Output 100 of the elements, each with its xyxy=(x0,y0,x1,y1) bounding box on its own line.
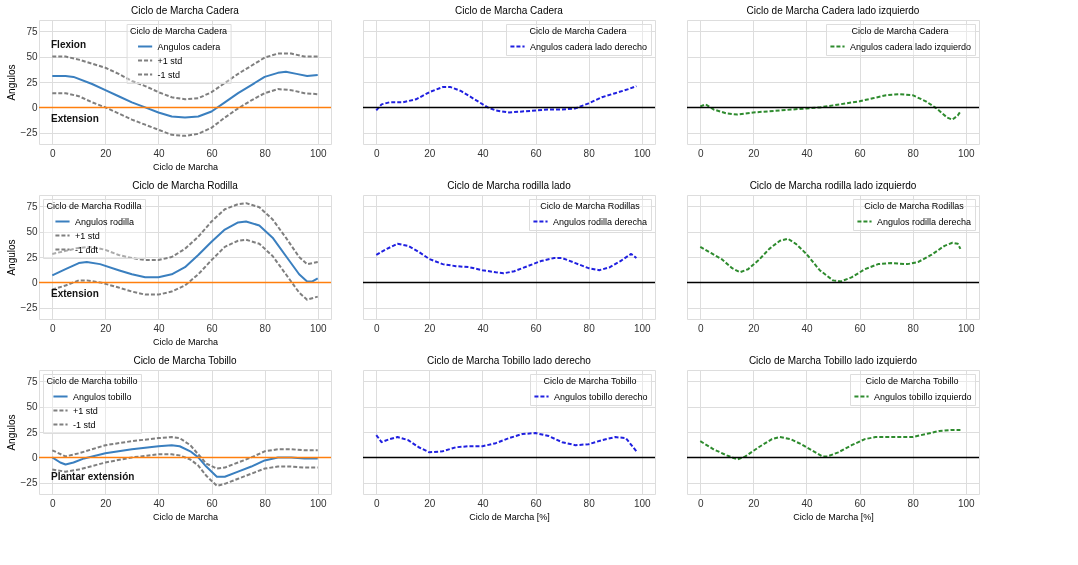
x-tick-label: 80 xyxy=(907,497,920,509)
chart-title: Ciclo de Marcha Tobillo xyxy=(133,355,238,366)
x-tick-label: 80 xyxy=(907,147,920,159)
x-tick-label: 0 xyxy=(697,322,704,334)
x-tick-label: 80 xyxy=(259,322,272,334)
x-tick-label: 20 xyxy=(424,322,436,334)
chart-title: Ciclo de Marcha Tobillo lado derecho xyxy=(427,355,592,366)
x-tick-label: 40 xyxy=(153,497,165,509)
x-tick-label: 20 xyxy=(748,497,760,509)
legend-title: Ciclo de Marcha Rodilla xyxy=(46,201,142,211)
x-tick-label: 60 xyxy=(206,497,219,509)
x-tick-label: 60 xyxy=(854,147,867,159)
y-tick-label: 75 xyxy=(26,375,38,387)
x-tick-label: 80 xyxy=(907,322,920,334)
x-tick-label: 0 xyxy=(373,497,380,509)
x-tick-label: 20 xyxy=(424,497,436,509)
y-tick-label: 25 xyxy=(26,76,38,88)
legend-label: Angulos tobillo xyxy=(73,391,132,402)
legend-title: Ciclo de Marcha Rodillas xyxy=(540,201,641,211)
legend-label: Angulos tobillo derecho xyxy=(554,391,648,402)
annotation: Flexion xyxy=(51,38,87,50)
x-tick-label: 100 xyxy=(633,147,652,159)
x-tick-label: 100 xyxy=(633,497,652,509)
chart-title: Ciclo de Marcha rodilla lado xyxy=(447,180,572,191)
x-tick-label: 80 xyxy=(259,147,272,159)
x-tick-label: 40 xyxy=(153,322,165,334)
x-tick-label: 0 xyxy=(697,497,704,509)
chart-title: Ciclo de Marcha Cadera xyxy=(455,5,564,16)
x-tick-label: 100 xyxy=(957,497,976,509)
x-tick-label: 100 xyxy=(957,147,976,159)
x-tick-label: 80 xyxy=(583,322,596,334)
x-tick-label: 0 xyxy=(373,322,380,334)
x-tick-label: 20 xyxy=(100,147,112,159)
x-axis-title: Ciclo de Marcha [%] xyxy=(469,511,550,522)
legend-label: Angulos rodilla derecha xyxy=(877,216,972,227)
y-tick-label: −25 xyxy=(20,302,38,314)
x-tick-label: 0 xyxy=(49,322,56,334)
y-axis-title: Angulos xyxy=(5,414,17,451)
y-tick-label: 75 xyxy=(26,25,38,37)
y-tick-label: 25 xyxy=(26,426,38,438)
legend-label: +1 std xyxy=(75,230,100,241)
x-tick-label: 40 xyxy=(477,497,489,509)
x-tick-label: 40 xyxy=(477,322,489,334)
x-tick-label: 40 xyxy=(801,147,813,159)
y-tick-label: 0 xyxy=(31,101,38,113)
x-tick-label: 80 xyxy=(259,497,272,509)
annotation: Extension xyxy=(51,113,99,125)
x-tick-label: 0 xyxy=(49,147,56,159)
legend-label: Angulos rodilla xyxy=(75,216,135,227)
chart-title: Ciclo de Marcha Tobillo lado izquierdo xyxy=(748,355,918,366)
legend-title: Ciclo de Marcha Tobillo xyxy=(543,376,637,386)
x-tick-label: 60 xyxy=(530,497,543,509)
x-tick-label: 80 xyxy=(583,147,596,159)
x-tick-label: 100 xyxy=(957,322,976,334)
chart-title: Ciclo de Marcha rodilla lado izquierdo xyxy=(749,180,917,191)
x-tick-label: 0 xyxy=(49,497,56,509)
x-tick-label: 40 xyxy=(801,497,813,509)
x-tick-label: 100 xyxy=(633,322,652,334)
x-tick-label: 100 xyxy=(309,322,328,334)
x-tick-label: 20 xyxy=(100,497,112,509)
x-tick-label: 40 xyxy=(801,322,813,334)
legend-label: -1 ddt xyxy=(75,244,99,255)
legend-label: Angulos cadera xyxy=(157,41,221,52)
x-axis-title: Ciclo de Marcha [%] xyxy=(793,511,874,522)
legend-title: Ciclo de Marcha Tobillo xyxy=(865,376,959,386)
x-tick-label: 100 xyxy=(309,147,328,159)
legend-title: Ciclo de Marcha tobillo xyxy=(46,376,138,386)
x-tick-label: 60 xyxy=(854,497,867,509)
legend-title: Ciclo de Marcha Cadera xyxy=(529,26,627,36)
x-tick-label: 0 xyxy=(373,147,380,159)
legend-label: +1 std xyxy=(73,405,98,416)
legend-label: Angulos tobillo izquierdo xyxy=(874,391,972,402)
x-tick-label: 20 xyxy=(748,322,760,334)
legend-label: -1 std xyxy=(73,419,96,430)
legend-label: Angulos cadera lado izquierdo xyxy=(850,41,972,52)
x-axis-title: Ciclo de Marcha xyxy=(152,511,219,522)
y-tick-label: 25 xyxy=(26,251,38,263)
chart-title: Ciclo de Marcha Cadera lado izquierdo xyxy=(746,5,920,16)
y-tick-label: 50 xyxy=(26,226,38,238)
legend-label: Angulos rodilla derecha xyxy=(553,216,648,227)
x-axis-title: Ciclo de Marcha xyxy=(152,336,219,347)
x-tick-label: 40 xyxy=(153,147,165,159)
y-tick-label: −25 xyxy=(20,477,38,489)
annotation: Plantar extensión xyxy=(51,471,135,483)
y-tick-label: 50 xyxy=(26,401,38,413)
x-tick-label: 60 xyxy=(206,322,219,334)
annotation: Extension xyxy=(51,288,99,300)
y-tick-label: 0 xyxy=(31,451,38,463)
x-axis-title: Ciclo de Marcha xyxy=(152,161,219,172)
x-tick-label: 80 xyxy=(583,497,596,509)
y-tick-label: 50 xyxy=(26,51,38,63)
x-tick-label: 60 xyxy=(530,322,543,334)
y-axis-title: Angulos xyxy=(5,239,17,276)
x-tick-label: 20 xyxy=(748,147,760,159)
x-tick-label: 60 xyxy=(206,147,219,159)
x-tick-label: 60 xyxy=(530,147,543,159)
chart-title: Ciclo de Marcha Rodilla xyxy=(132,180,239,191)
x-tick-label: 60 xyxy=(854,322,867,334)
chart-title: Ciclo de Marcha Cadera xyxy=(131,5,240,16)
legend-title: Ciclo de Marcha Cadera xyxy=(851,26,949,36)
